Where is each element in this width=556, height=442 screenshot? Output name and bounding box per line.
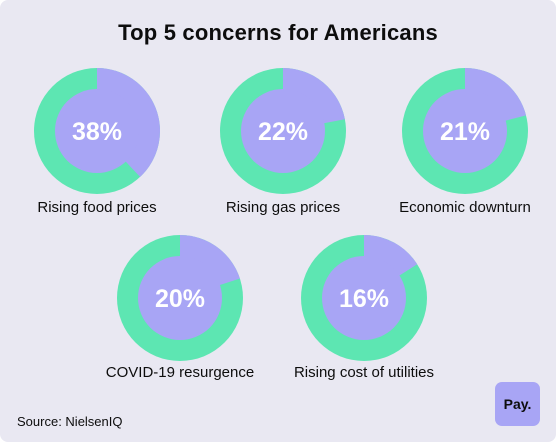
donut-5: 16% Rising cost of utilities [294, 235, 434, 381]
donut-center [55, 89, 139, 173]
donut-center [138, 256, 222, 340]
donut-value-label: 20% [155, 285, 205, 313]
donut-1: 38% Rising food prices [34, 68, 161, 216]
donut-category-label: Rising gas prices [226, 199, 340, 216]
donut-category-label: Rising food prices [37, 199, 156, 216]
chart-title: Top 5 concerns for Americans [118, 20, 438, 45]
donut-center [423, 89, 507, 173]
donut-category-label: Rising cost of utilities [294, 364, 434, 381]
donut-center [241, 89, 325, 173]
donut-value-label: 38% [72, 118, 122, 146]
donut-category-label: COVID-19 resurgence [106, 364, 254, 381]
donut-value-label: 16% [339, 285, 389, 313]
pay-logo: Pay. [495, 382, 540, 426]
donut-center [322, 256, 406, 340]
donut-4: 20% COVID-19 resurgence [106, 235, 254, 381]
donut-3: 21% Economic downturn [399, 68, 531, 216]
donut-2: 22% Rising gas prices [220, 68, 346, 216]
donut-value-label: 22% [258, 118, 308, 146]
donut-value-label: 21% [440, 118, 490, 146]
source-note: Source: NielsenIQ [17, 414, 123, 429]
donut-category-label: Economic downturn [399, 199, 531, 216]
